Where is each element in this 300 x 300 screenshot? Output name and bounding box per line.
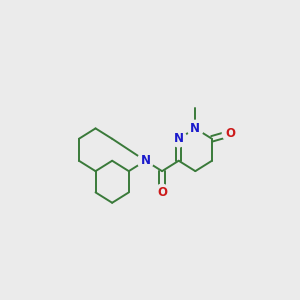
Circle shape: [137, 153, 154, 169]
Circle shape: [154, 184, 170, 200]
Circle shape: [171, 131, 187, 147]
Text: N: N: [140, 154, 150, 167]
Text: N: N: [174, 132, 184, 145]
Text: O: O: [157, 186, 167, 199]
Circle shape: [222, 125, 239, 142]
Circle shape: [187, 120, 203, 136]
Text: N: N: [190, 122, 200, 135]
Text: O: O: [225, 127, 236, 140]
